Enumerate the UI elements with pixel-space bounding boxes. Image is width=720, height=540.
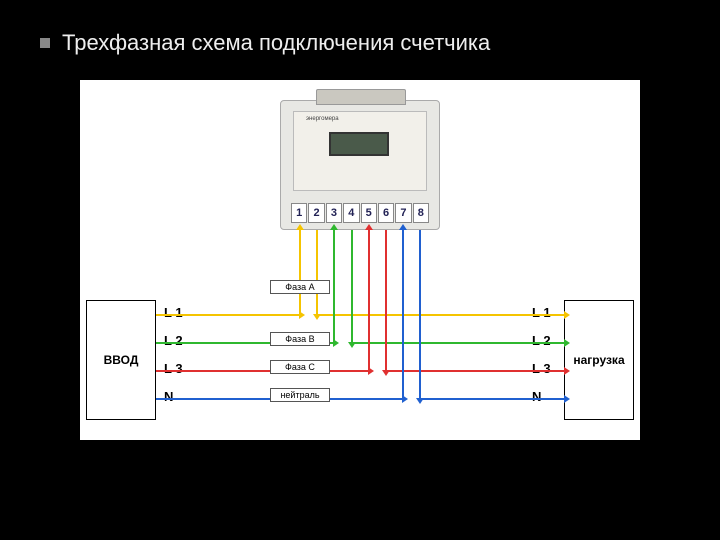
load-box-label: нагрузка — [573, 353, 624, 367]
phase-label-L 1: Фаза A — [270, 280, 330, 294]
wire-v-out-L 3 — [385, 230, 387, 370]
wire-out-L 2 — [351, 342, 564, 344]
meter-top — [316, 89, 406, 105]
phase-label-L 3: Фаза C — [270, 360, 330, 374]
wire-out-N — [419, 398, 564, 400]
slide: Трехфазная схема подключения счетчика эн… — [0, 0, 720, 540]
terminal-3: 3 — [326, 203, 342, 223]
title-row: Трехфазная схема подключения счетчика — [40, 30, 680, 56]
line-label-left-L 3: L 3 — [164, 361, 183, 376]
bullet-icon — [40, 38, 50, 48]
wire-v-in-L 2 — [333, 230, 335, 342]
phase-label-L 2: Фаза B — [270, 332, 330, 346]
line-label-left-L 2: L 2 — [164, 333, 183, 348]
slide-title: Трехфазная схема подключения счетчика — [62, 30, 490, 56]
line-label-right-L 1: L 1 — [532, 305, 551, 320]
wiring-diagram: энергомера 12345678 ВВОД нагрузка L 1 L 1… — [80, 80, 640, 440]
wire-v-out-L 1 — [316, 230, 318, 314]
line-label-left-N: N — [164, 389, 173, 404]
wire-out-L 1 — [316, 314, 564, 316]
terminal-7: 7 — [395, 203, 411, 223]
wire-v-in-L 1 — [299, 230, 301, 314]
terminal-5: 5 — [361, 203, 377, 223]
line-label-right-L 3: L 3 — [532, 361, 551, 376]
wire-v-out-N — [419, 230, 421, 398]
line-label-left-L 1: L 1 — [164, 305, 183, 320]
phase-label-N: нейтраль — [270, 388, 330, 402]
wire-in-L 1 — [156, 314, 299, 316]
wire-v-out-L 2 — [351, 230, 353, 342]
wire-in-L 3 — [156, 370, 368, 372]
terminal-strip: 12345678 — [291, 203, 429, 223]
input-box: ВВОД — [86, 300, 156, 420]
terminal-4: 4 — [343, 203, 359, 223]
terminal-1: 1 — [291, 203, 307, 223]
meter-device: энергомера 12345678 — [280, 100, 440, 230]
input-box-label: ВВОД — [104, 353, 139, 367]
load-box: нагрузка — [564, 300, 634, 420]
meter-brand: энергомера — [306, 116, 339, 122]
wire-v-in-N — [402, 230, 404, 398]
line-label-right-L 2: L 2 — [532, 333, 551, 348]
terminal-2: 2 — [308, 203, 324, 223]
meter-face: энергомера — [293, 111, 427, 191]
wire-v-in-L 3 — [368, 230, 370, 370]
terminal-6: 6 — [378, 203, 394, 223]
line-label-right-N: N — [532, 389, 541, 404]
terminal-8: 8 — [413, 203, 429, 223]
meter-screen — [329, 132, 389, 156]
wire-out-L 3 — [385, 370, 564, 372]
